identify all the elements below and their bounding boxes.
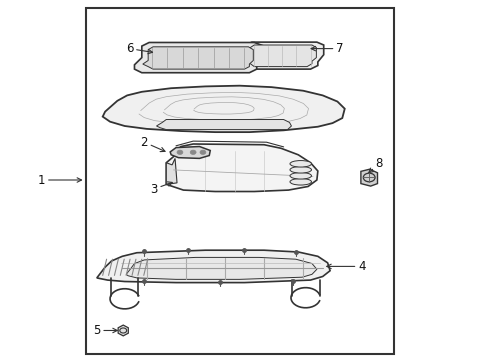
Polygon shape	[102, 86, 344, 132]
Polygon shape	[360, 169, 377, 186]
Polygon shape	[118, 325, 128, 336]
Ellipse shape	[289, 172, 311, 179]
Text: 3: 3	[150, 182, 172, 195]
Circle shape	[200, 150, 205, 154]
Polygon shape	[245, 45, 316, 67]
Text: 4: 4	[326, 260, 365, 273]
Ellipse shape	[289, 161, 311, 167]
Polygon shape	[142, 47, 253, 69]
Polygon shape	[170, 147, 210, 158]
Text: 5: 5	[93, 324, 117, 337]
Polygon shape	[134, 42, 264, 73]
Text: 8: 8	[368, 157, 382, 173]
Polygon shape	[166, 158, 177, 184]
Text: 2: 2	[140, 136, 164, 152]
Circle shape	[177, 150, 183, 154]
Ellipse shape	[289, 167, 311, 173]
Bar	[85, 8, 393, 354]
Text: 7: 7	[310, 42, 343, 55]
Text: 6: 6	[125, 42, 152, 55]
Polygon shape	[97, 250, 329, 283]
Text: 1: 1	[38, 174, 81, 186]
Circle shape	[190, 150, 196, 154]
Ellipse shape	[289, 179, 311, 185]
Polygon shape	[166, 144, 317, 192]
Polygon shape	[126, 257, 316, 279]
Polygon shape	[238, 42, 323, 69]
Polygon shape	[156, 120, 291, 130]
